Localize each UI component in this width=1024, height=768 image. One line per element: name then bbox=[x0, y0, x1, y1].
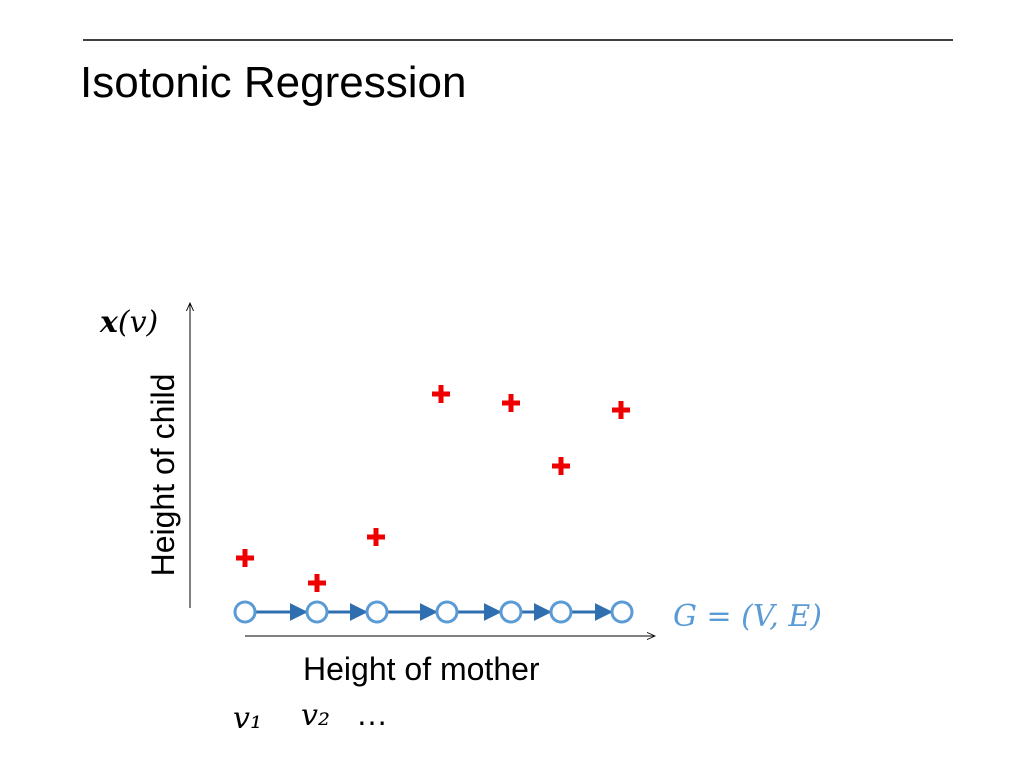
node-label: … bbox=[356, 696, 388, 732]
node bbox=[435, 600, 459, 624]
y-variable-symbol: x bbox=[99, 305, 119, 340]
slide-title: Isotonic Regression bbox=[80, 58, 466, 107]
y-variable: x(v) bbox=[99, 305, 158, 340]
node bbox=[610, 600, 634, 624]
node-label: v₂ bbox=[301, 698, 330, 733]
x-axis-label: Height of mother bbox=[303, 651, 540, 687]
plus-point bbox=[502, 394, 520, 412]
node bbox=[499, 600, 523, 624]
plus-point bbox=[432, 385, 450, 403]
node bbox=[549, 600, 573, 624]
graph-label: G = (V, E) bbox=[673, 599, 822, 634]
plus-point bbox=[612, 401, 630, 419]
node bbox=[365, 600, 389, 624]
node bbox=[233, 600, 257, 624]
plus-point bbox=[367, 528, 385, 546]
y-axis-label: Height of child bbox=[145, 374, 181, 577]
plus-point bbox=[236, 549, 254, 567]
plus-point bbox=[308, 574, 326, 592]
chain-graph bbox=[233, 600, 634, 624]
plus-point bbox=[552, 457, 570, 475]
node bbox=[305, 600, 329, 624]
y-variable-argument: (v) bbox=[118, 305, 158, 340]
node-label: v₁ bbox=[233, 701, 262, 736]
points bbox=[236, 385, 630, 592]
